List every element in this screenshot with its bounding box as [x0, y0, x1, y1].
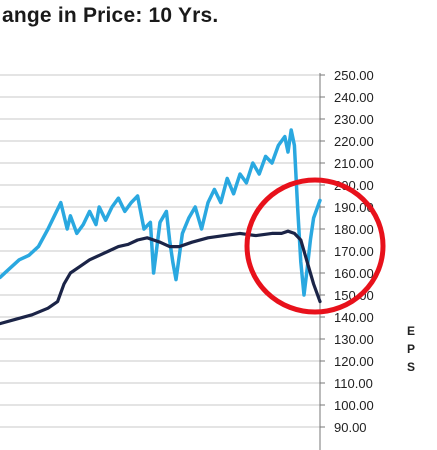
y-axis-label-letter: P — [407, 342, 415, 356]
y-tick-label: 170.00 — [334, 244, 374, 259]
y-axis-label-letter: S — [407, 360, 415, 374]
annotation-circle — [244, 177, 386, 315]
y-tick-label: 250.00 — [334, 68, 374, 83]
y-tick-label: 160.00 — [334, 266, 374, 281]
y-tick-label: 240.00 — [334, 90, 374, 105]
y-tick-label: 130.00 — [334, 332, 374, 347]
y-tick-label: 110.00 — [334, 376, 373, 391]
series-line-dark — [0, 229, 322, 326]
y-tick-label: 100.00 — [334, 398, 374, 413]
y-tick-label: 140.00 — [334, 310, 374, 325]
y-tick-label: 220.00 — [334, 134, 374, 149]
series-line-light — [0, 128, 322, 297]
y-tick-label: 200.00 — [334, 178, 374, 193]
y-axis-label-letter: E — [407, 324, 415, 338]
y-tick-label: 120.00 — [334, 354, 374, 369]
y-tick-label: 90.00 — [334, 420, 367, 435]
y-tick-label: 230.00 — [334, 112, 374, 127]
y-tick-label: 210.00 — [334, 156, 374, 171]
y-tick-label: 180.00 — [334, 222, 374, 237]
chart-title: ange in Price: 10 Yrs. — [2, 4, 219, 27]
y-tick-label: 190.00 — [334, 200, 374, 215]
